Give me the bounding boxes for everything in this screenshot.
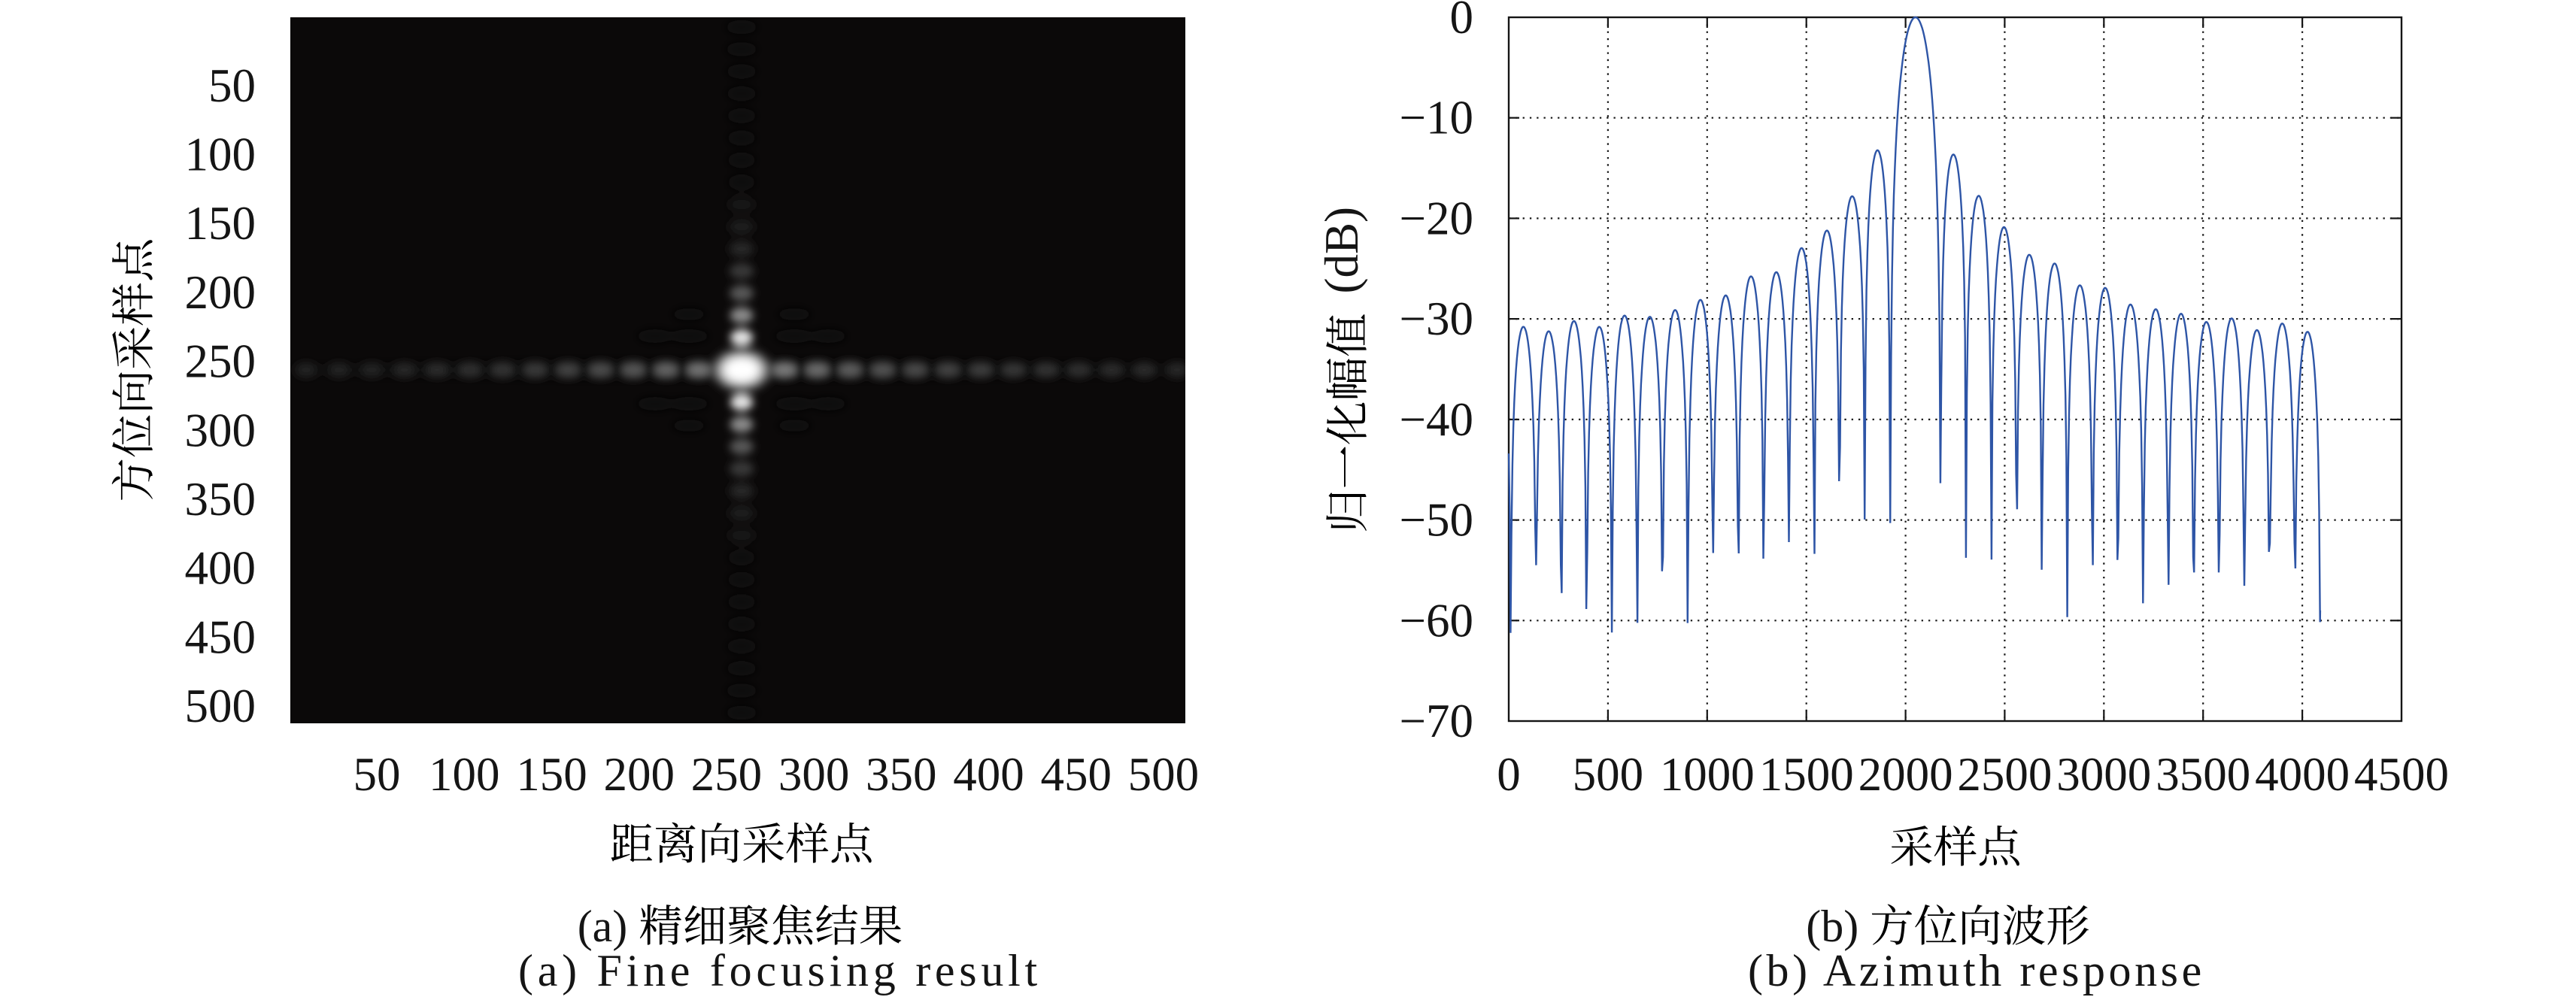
svg-text:−50: −50 [1399,494,1473,547]
svg-text:500: 500 [185,680,256,732]
svg-text:0: 0 [1450,0,1474,44]
svg-text:3500: 3500 [2156,748,2250,801]
svg-text:250: 250 [185,335,256,388]
svg-text:500: 500 [1128,748,1200,801]
svg-text:450: 450 [1040,748,1112,801]
svg-text:2000: 2000 [1858,748,1953,801]
svg-text:500: 500 [1573,748,1644,801]
svg-text:400: 400 [953,748,1024,801]
svg-text:100: 100 [429,748,500,801]
svg-text:50: 50 [353,748,401,801]
svg-text:1000: 1000 [1660,748,1755,801]
svg-text:3000: 3000 [2056,748,2151,801]
svg-text:−60: −60 [1399,594,1473,647]
svg-text:(dB): (dB) [1315,207,1368,293]
svg-text:350: 350 [185,473,256,526]
svg-text:250: 250 [691,748,763,801]
svg-text:200: 200 [185,266,256,319]
svg-text:−70: −70 [1399,695,1473,747]
svg-text:300: 300 [778,748,850,801]
svg-text:0: 0 [1497,748,1521,801]
svg-text:(b): (b) [1806,902,1858,951]
svg-text:4000: 4000 [2255,748,2350,801]
svg-text:150: 150 [185,197,256,250]
svg-text:300: 300 [185,404,256,456]
svg-text:−20: −20 [1399,192,1473,244]
svg-text:450: 450 [185,611,256,663]
svg-text:(a) Fine focusing result: (a) Fine focusing result [518,946,1042,995]
svg-text:50: 50 [208,59,256,112]
svg-text:(b) Azimuth response: (b) Azimuth response [1748,946,2205,995]
svg-text:400: 400 [185,542,256,595]
svg-text:2500: 2500 [1957,748,2052,801]
svg-text:4500: 4500 [2354,748,2449,801]
svg-text:200: 200 [603,748,675,801]
svg-text:−40: −40 [1399,393,1473,446]
svg-text:−30: −30 [1399,292,1473,345]
svg-text:350: 350 [866,748,937,801]
svg-text:100: 100 [185,129,256,181]
svg-text:1500: 1500 [1759,748,1854,801]
svg-text:150: 150 [516,748,587,801]
svg-text:(a): (a) [578,902,628,951]
svg-text:−10: −10 [1399,92,1473,144]
